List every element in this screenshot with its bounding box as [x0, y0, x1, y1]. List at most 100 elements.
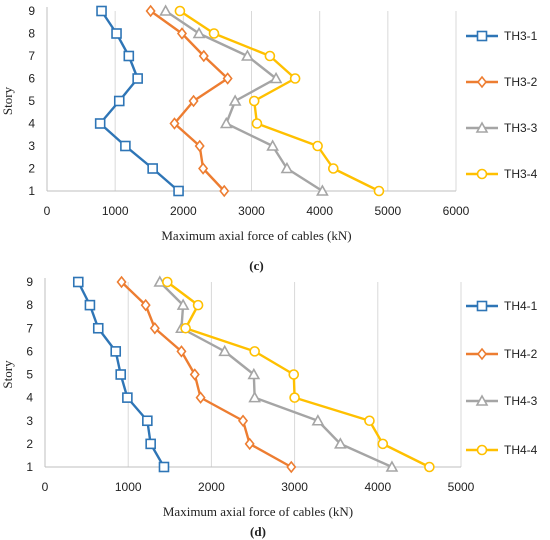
- legend-entry-th3-2: TH3-2: [466, 75, 538, 89]
- data-point-marker: [228, 94, 242, 106]
- x-tick-label: 5000: [448, 480, 475, 494]
- data-point-marker: [110, 346, 122, 357]
- x-tick-label: 0: [42, 480, 49, 494]
- y-tick-label: 4: [28, 117, 35, 131]
- legend-label: TH3-4: [504, 167, 538, 181]
- data-point-marker: [176, 298, 190, 310]
- legend-entry-th3-1: TH3-1: [466, 29, 538, 43]
- y-tick-label: 5: [28, 94, 35, 108]
- series-th3-2: [145, 4, 233, 198]
- data-point-marker: [111, 28, 122, 39]
- legend-marker: [476, 444, 488, 456]
- data-point-marker: [115, 369, 127, 380]
- panel-caption: (c): [249, 258, 263, 273]
- y-tick-label: 9: [26, 275, 33, 289]
- legend-entry-th3-4: TH3-4: [466, 167, 538, 181]
- data-point-marker: [288, 369, 300, 380]
- y-tick-label: 2: [26, 437, 33, 451]
- data-point-marker: [334, 437, 347, 449]
- data-point-marker: [364, 415, 375, 427]
- series-th3-3: [159, 4, 329, 196]
- series-th4-1: [72, 276, 170, 473]
- data-point-marker: [219, 116, 233, 129]
- data-point-marker: [180, 322, 191, 334]
- legend-label: TH3-1: [504, 29, 538, 43]
- data-point-marker: [198, 49, 209, 63]
- data-point-marker: [373, 185, 385, 197]
- data-point-marker: [94, 118, 106, 129]
- data-point-marker: [145, 438, 156, 450]
- legend-label: TH4-3: [504, 394, 538, 408]
- data-point-marker: [174, 5, 186, 17]
- chart-panel-d: 0 1000 2000 3000 4000 5000 1 2 3 4 5 6 7 8 9 Maximum ax…: [0, 275, 538, 539]
- legend-entry-th4-3: TH4-3: [466, 394, 538, 408]
- x-tick-label: 0: [44, 204, 51, 218]
- data-point-marker: [247, 367, 261, 380]
- data-point-marker: [194, 139, 205, 153]
- data-point-marker: [385, 460, 399, 472]
- series-th4-2: [116, 275, 297, 474]
- chart-panel-c: 0 1000 2000 3000 4000 5000 6000 1 2 3 4 5 6 7 8 9 Maximu…: [0, 4, 538, 273]
- data-point-marker: [237, 414, 249, 428]
- legend-label: TH3-2: [504, 75, 538, 89]
- data-point-marker: [269, 71, 283, 84]
- data-point-marker: [327, 163, 339, 174]
- panel-caption: (d): [250, 524, 266, 539]
- data-point-marker: [424, 461, 435, 473]
- data-point-marker: [249, 346, 260, 357]
- data-point-marker: [248, 95, 260, 107]
- data-point-marker: [289, 73, 301, 84]
- x-axis-title: Maximum axial force of cables (kN): [161, 228, 351, 243]
- legend-marker: [476, 75, 488, 89]
- x-tick-label: 2000: [198, 480, 225, 494]
- y-axis-title: Story: [0, 360, 15, 389]
- x-tick-label: 3000: [238, 204, 265, 218]
- data-point-marker: [264, 50, 276, 62]
- data-point-marker: [248, 390, 262, 403]
- data-point-marker: [149, 321, 160, 335]
- data-point-marker: [92, 322, 104, 334]
- data-point-marker: [311, 414, 325, 426]
- data-point-marker: [280, 161, 294, 174]
- y-tick-label: 8: [28, 27, 35, 41]
- data-point-marker: [113, 95, 125, 107]
- legend-label: TH4-2: [504, 347, 538, 361]
- data-point-marker: [96, 5, 107, 17]
- y-tick-label: 1: [28, 184, 35, 198]
- data-point-marker: [140, 298, 151, 312]
- legend-entry-th3-3: TH3-3: [466, 121, 538, 135]
- data-point-marker: [241, 49, 254, 61]
- data-point-marker: [316, 184, 329, 196]
- x-tick-label: 4000: [306, 204, 333, 218]
- data-point-marker: [208, 28, 220, 39]
- data-point-marker: [289, 392, 300, 403]
- x-tick-label: 1000: [115, 480, 142, 494]
- legend-marker: [475, 121, 489, 133]
- data-point-marker: [195, 391, 206, 404]
- data-point-marker: [116, 275, 127, 289]
- y-tick-label: 7: [28, 49, 35, 63]
- x-tick-label: 1000: [102, 204, 129, 218]
- data-point-marker: [169, 117, 180, 130]
- legend-marker: [475, 394, 489, 406]
- y-tick-label: 6: [28, 72, 35, 86]
- y-tick-label: 8: [26, 298, 33, 312]
- series-th3-4: [174, 5, 385, 197]
- legend-label: TH4-1: [504, 299, 538, 313]
- data-point-marker: [192, 26, 206, 39]
- data-point-marker: [219, 184, 230, 198]
- legend-marker: [476, 347, 488, 361]
- data-point-marker: [132, 73, 143, 84]
- data-point-marker: [188, 94, 199, 108]
- data-point-marker: [173, 185, 184, 197]
- data-point-marker: [162, 276, 173, 288]
- legend-entry-th4-1: TH4-1: [466, 299, 538, 313]
- legend-entry-th4-4: TH4-4: [466, 443, 538, 457]
- legend-label: TH4-4: [504, 443, 538, 457]
- y-tick-label: 4: [26, 391, 33, 405]
- data-point-marker: [266, 139, 279, 151]
- legend-entry-th4-2: TH4-2: [466, 347, 538, 361]
- series-th4-4: [162, 276, 435, 473]
- y-tick-label: 5: [26, 368, 33, 382]
- data-point-marker: [218, 344, 232, 357]
